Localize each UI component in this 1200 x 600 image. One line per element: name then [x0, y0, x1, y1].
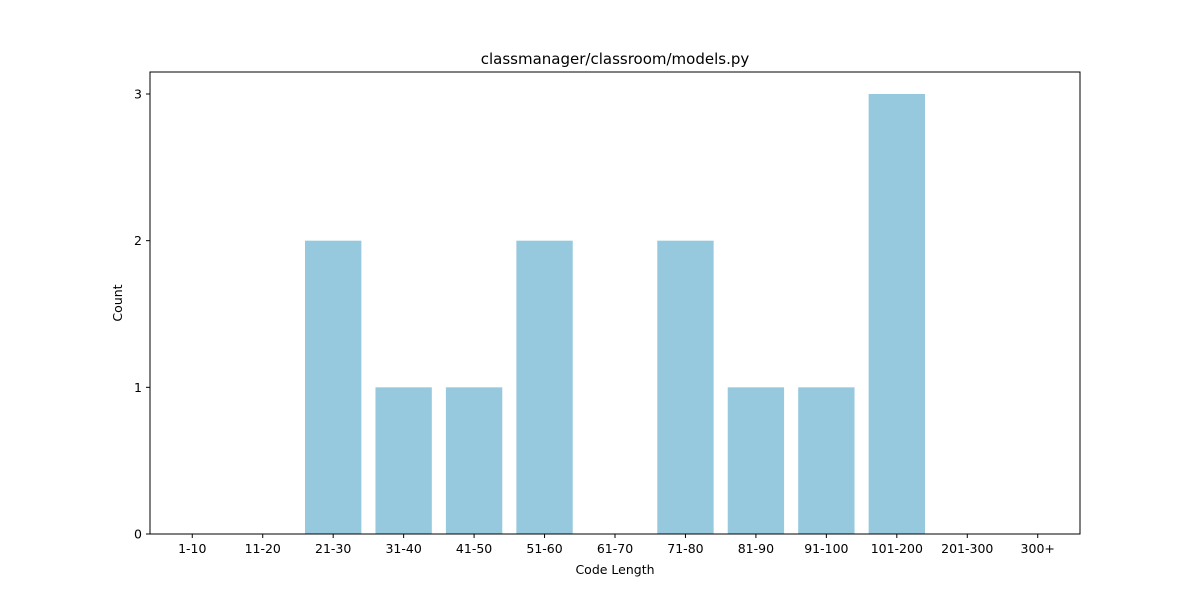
- bar-71-80: [657, 240, 714, 534]
- x-tick-label: 61-70: [597, 541, 633, 556]
- plot-frame: [149, 71, 1081, 535]
- x-tick-label: 91-100: [804, 541, 848, 556]
- chart-title: classmanager/classroom/models.py: [481, 50, 750, 68]
- x-tick-label: 31-40: [385, 541, 421, 556]
- x-axis-label: Code Length: [575, 562, 654, 577]
- x-tick-label: 81-90: [738, 541, 774, 556]
- bar-21-30: [305, 240, 362, 534]
- x-tick-label: 300+: [1021, 541, 1055, 556]
- x-tick-label: 41-50: [456, 541, 492, 556]
- y-axis-ticks: 0 1 2 3: [134, 87, 150, 542]
- y-tick-label: 0: [134, 527, 142, 542]
- x-tick-label: 21-30: [315, 541, 351, 556]
- x-tick-label: 71-80: [667, 541, 703, 556]
- bar-81-90: [727, 387, 785, 534]
- bar-51-60: [516, 240, 573, 534]
- x-tick-label: 1-10: [178, 541, 206, 556]
- bar-41-50: [445, 387, 503, 534]
- x-tick-label: 201-300: [941, 541, 993, 556]
- y-tick-label: 3: [134, 87, 142, 102]
- x-tick-label: 51-60: [526, 541, 562, 556]
- x-tick-label: 101-200: [871, 541, 923, 556]
- y-tick-label: 1: [134, 380, 142, 395]
- x-axis-ticks: 1-10 11-20 21-30 31-40 41-50 51-60 61-70 71-80 8…: [178, 534, 1055, 556]
- y-tick-label: 2: [134, 233, 142, 248]
- bar-31-40: [375, 387, 432, 534]
- bar-91-100: [798, 387, 855, 534]
- bars-group: [305, 94, 925, 534]
- bar-101-200: [868, 94, 925, 534]
- y-axis-label: Count: [110, 284, 125, 321]
- x-tick-label: 11-20: [245, 541, 281, 556]
